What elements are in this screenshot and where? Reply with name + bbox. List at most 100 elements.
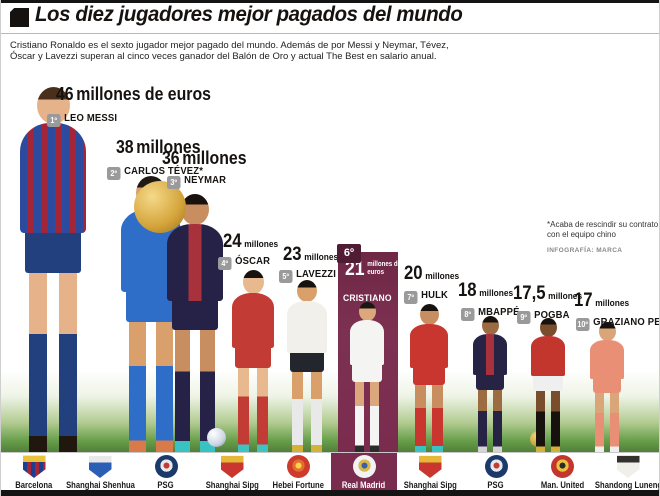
footnote-line-2: con el equipo chino [547, 230, 616, 239]
infographic-credit: INFOGRAFÍA: MARCA [547, 247, 623, 254]
club-name: Shandong Luneng [594, 480, 660, 490]
salary-unit: millones [479, 288, 514, 299]
club-name: Shanghai Sipg [205, 480, 259, 490]
club-name: Shanghai Sipg [403, 480, 457, 490]
marca-bullet-icon [10, 8, 29, 27]
player-figure [399, 304, 459, 452]
rank-badge: 4º [218, 257, 232, 270]
salary-value: 17,5 [513, 283, 546, 304]
club-crest-icon [616, 455, 640, 478]
player-name-row: 4º ÓSCAR [218, 251, 270, 270]
player-legs [292, 371, 322, 452]
player-name-row: 3º NEYMAR [167, 170, 226, 189]
player-shirt [19, 123, 87, 233]
club-cell-shanghai-sipg: Shanghai Sipg [199, 453, 265, 490]
club-crest-icon [550, 455, 574, 478]
ball-icon [207, 428, 226, 447]
top-border [1, 0, 659, 3]
player-shorts [412, 368, 446, 385]
player-name-row: 9º POGBA [517, 305, 570, 324]
player-figure [220, 270, 286, 452]
player-legs [478, 389, 502, 452]
club-name: PSG [487, 480, 505, 490]
salary-unit: millones [595, 298, 630, 309]
player-figure [581, 322, 633, 452]
player-shirt [409, 324, 449, 369]
salary-unit: millones [136, 137, 201, 157]
club-name: Real Madrid [342, 480, 386, 490]
salary-value: 38 [116, 137, 134, 157]
rank-badge: 9º [517, 311, 531, 324]
salary-label: 21 millones de euros [345, 258, 402, 281]
player-name: LAVEZZI [296, 268, 337, 280]
rank-badge: 2º [107, 167, 121, 180]
salary-label: 38 millones [116, 137, 201, 158]
player-figure [340, 302, 394, 452]
player-figure [521, 318, 575, 452]
rank-badge: 8º [461, 308, 475, 321]
rank-badge: 7º [404, 291, 418, 304]
salary-label: 18 millones [458, 280, 513, 302]
player-figure [1, 87, 105, 452]
salary-label: 36 millones [162, 148, 247, 169]
salary-value: 18 [458, 280, 477, 301]
player-legs [354, 381, 380, 452]
player-legs [237, 367, 269, 452]
rank-badge: 5º [279, 270, 293, 283]
player-shorts [235, 347, 271, 368]
player-shorts [24, 232, 82, 273]
player-legs [175, 329, 215, 452]
club-cell-man-united: Man. United [529, 453, 595, 490]
club-cell-barcelona: Barcelona [1, 453, 67, 490]
salary-value: 36 [162, 148, 180, 168]
player-shorts [533, 376, 563, 391]
club-cell-psg: PSG [133, 453, 199, 490]
club-cell-shanghai-shenhua: Shanghai Shenhua [65, 453, 135, 490]
player-legs [535, 390, 561, 452]
salary-value: 46 [56, 84, 74, 104]
club-crest-icon [286, 455, 310, 478]
player-shirt [530, 336, 566, 377]
club-cell-real-madrid: Real Madrid [331, 453, 397, 490]
player-name: ÓSCAR [235, 255, 271, 267]
salary-unit: millones de euros [76, 84, 211, 104]
player-head [358, 302, 376, 321]
player-name-row: 5º LAVEZZI [279, 264, 336, 283]
club-crest-icon [352, 455, 376, 478]
player-name: CARLOS TÉVEZ* [124, 165, 204, 177]
salary-value: 17 [574, 290, 593, 311]
player-shirt [286, 301, 328, 353]
intro-line-2: Óscar y Lavezzi superan al cinco veces g… [10, 51, 437, 62]
salary-label: 24 millones [223, 231, 278, 253]
club-crest-icon [220, 455, 244, 478]
player-shirt [590, 340, 624, 379]
player-head [539, 318, 557, 337]
rank-badge: 10º [576, 318, 590, 331]
player-head [481, 316, 499, 335]
player-shirt [349, 320, 385, 365]
player-name: GRAZIANO PELLÉ [593, 316, 660, 328]
player-name-row: 2º CARLOS TÉVEZ* [107, 161, 203, 180]
player-name: MBAPPÉ [478, 306, 520, 318]
club-crest-icon [88, 455, 112, 478]
salary-label: 23 millones [283, 244, 338, 266]
player-name: NEYMAR [184, 174, 227, 186]
salary-value: 20 [404, 263, 423, 284]
clubs-row: Barcelona Shanghai Shenhua PSG Shanghai … [1, 452, 660, 490]
salary-value: 24 [223, 231, 242, 252]
title-divider [1, 33, 659, 34]
player-name-row: 8º MBAPPÉ [461, 302, 520, 321]
club-name: Shanghai Shenhua [65, 480, 135, 490]
player-legs [415, 384, 443, 452]
player-head [242, 270, 264, 294]
salary-value: 23 [283, 244, 302, 265]
salary-unit: millones [548, 291, 583, 302]
bottom-border [1, 490, 659, 496]
footnote-line-1: *Acaba de rescindir su contrato [547, 220, 659, 229]
club-name: Hebei Fortune [272, 480, 324, 490]
club-name: PSG [157, 480, 175, 490]
club-crest-icon [22, 455, 46, 478]
salary-value: 21 [345, 258, 365, 280]
player-name: LEO MESSI [64, 112, 118, 124]
